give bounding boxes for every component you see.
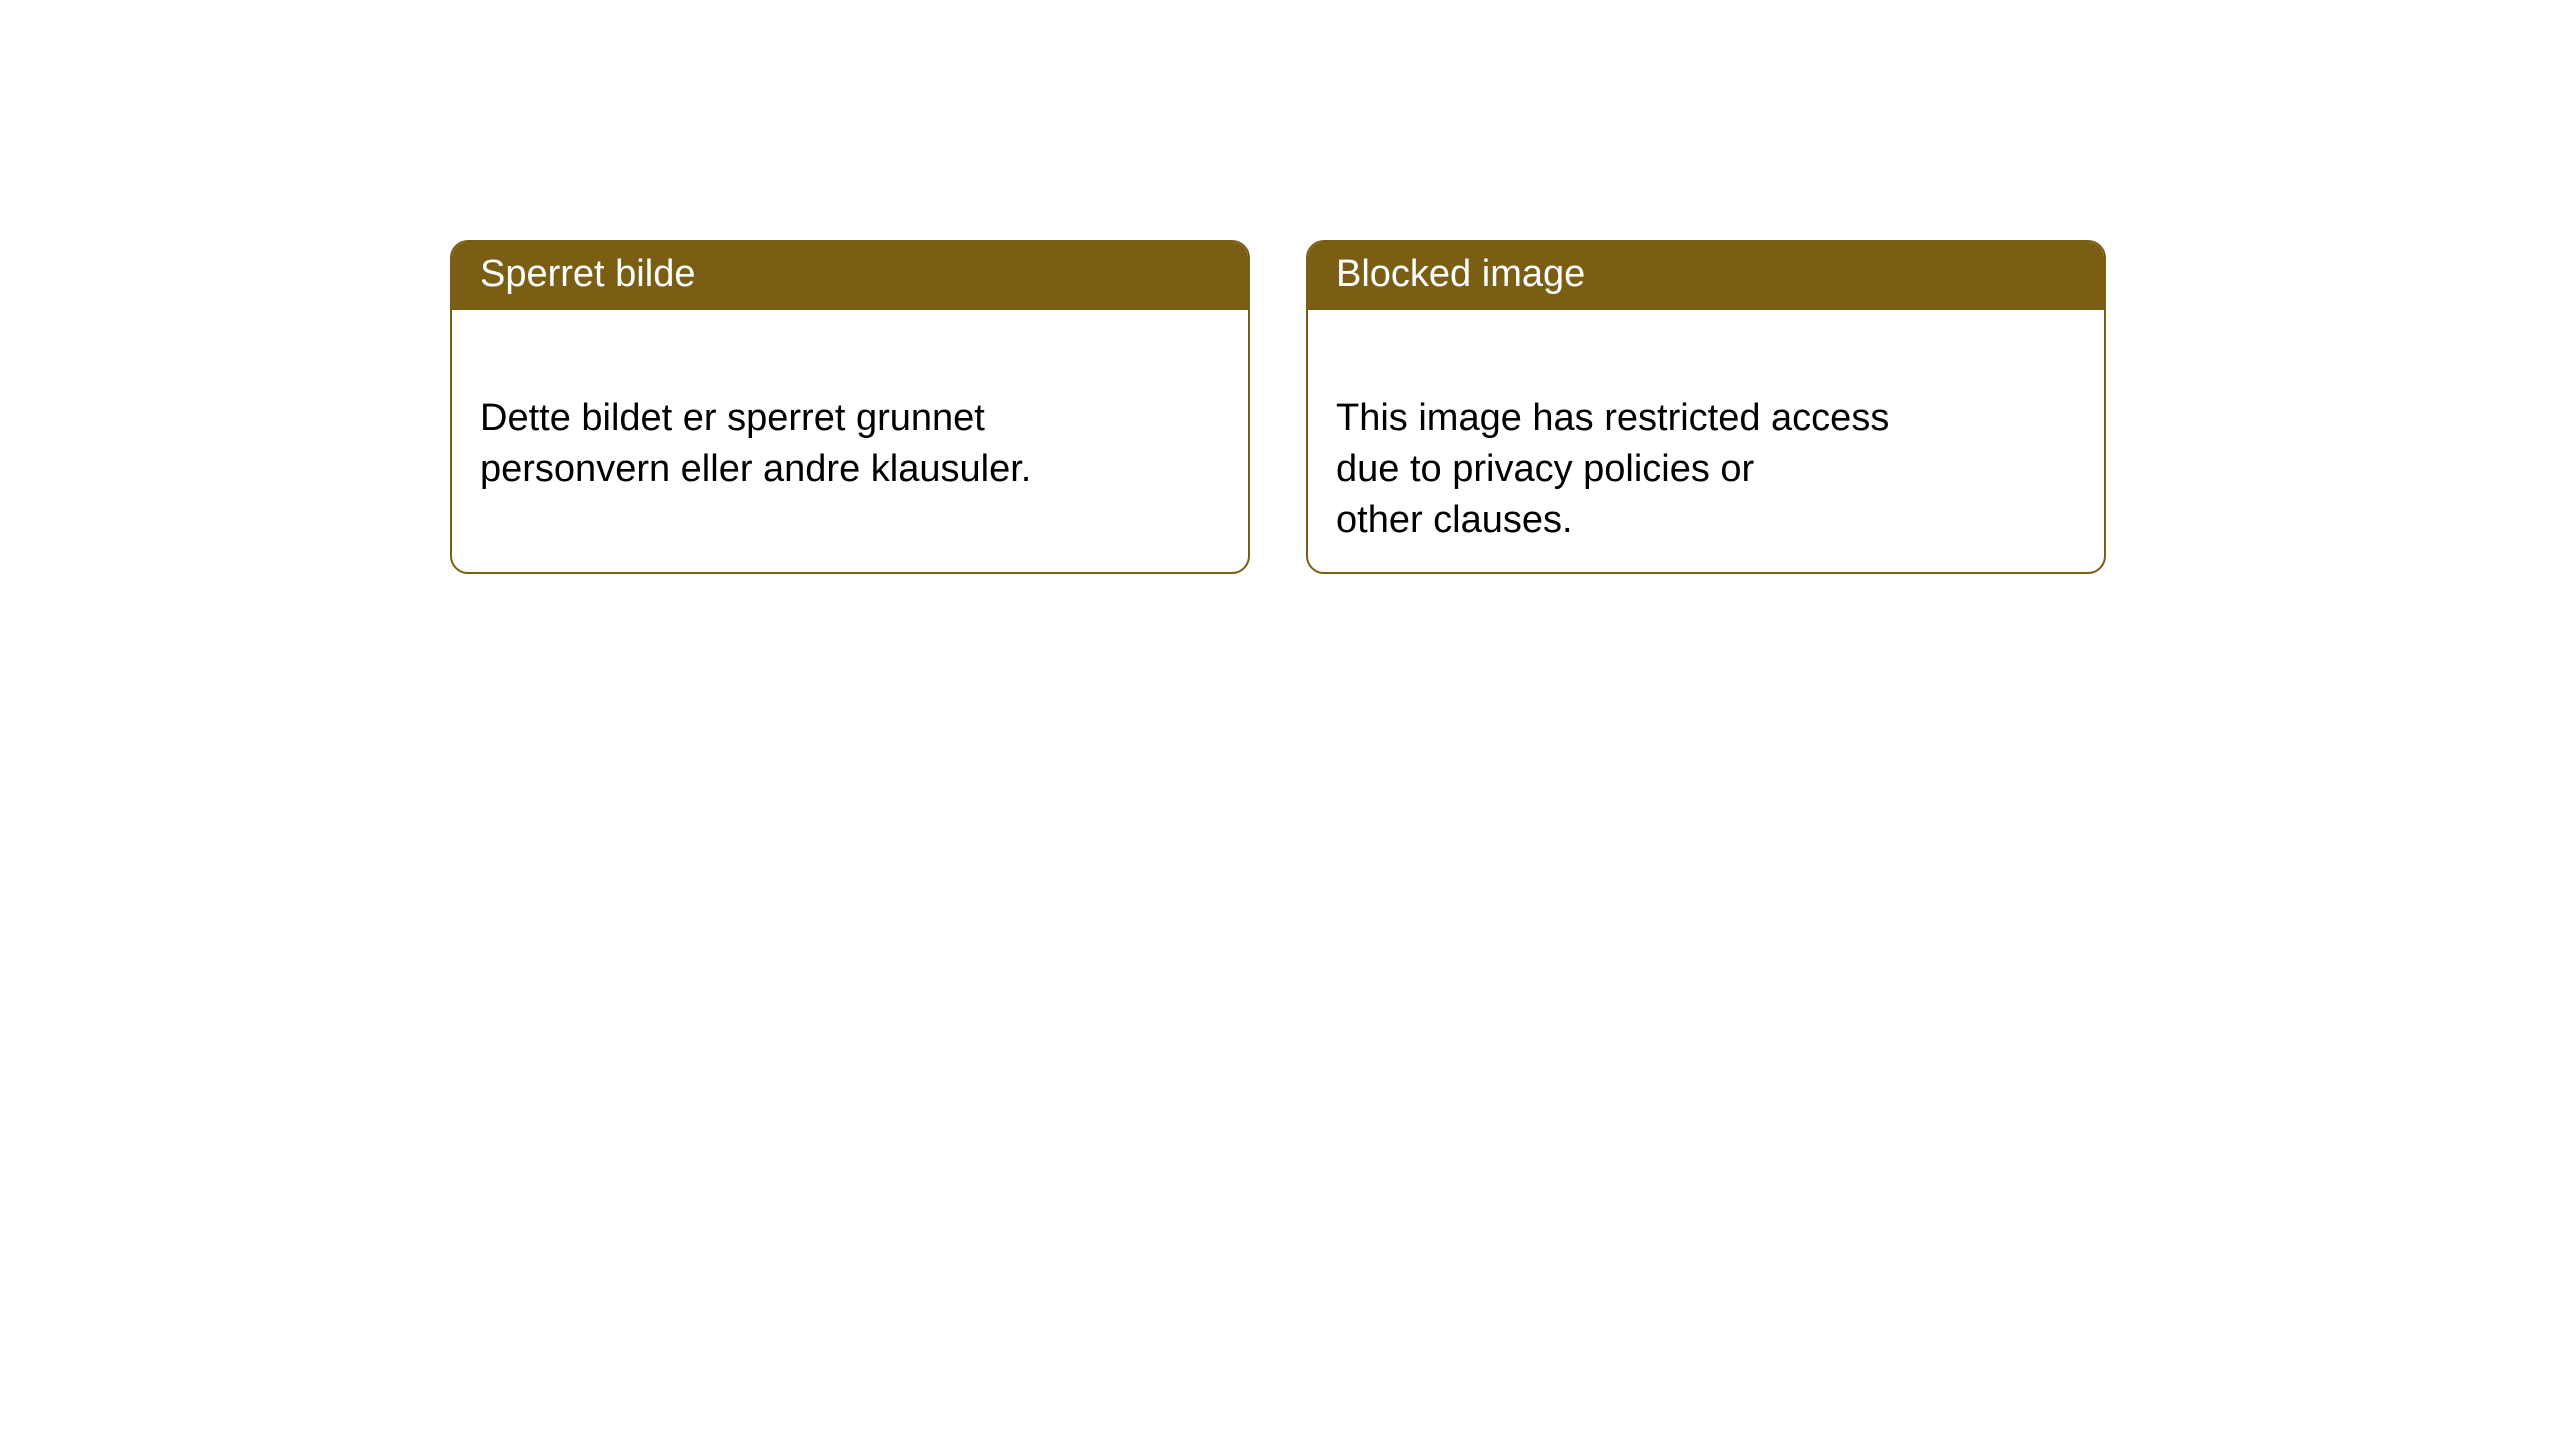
card-body-text-en: This image has restricted access due to … — [1336, 397, 1889, 542]
card-body-no: Dette bildet er sperret grunnet personve… — [452, 310, 1248, 528]
card-title-en: Blocked image — [1336, 253, 1585, 295]
cards-container: Sperret bilde Dette bildet er sperret gr… — [450, 240, 2106, 574]
card-body-en: This image has restricted access due to … — [1308, 310, 2104, 574]
blocked-image-card-en: Blocked image This image has restricted … — [1306, 240, 2106, 574]
card-body-text-no: Dette bildet er sperret grunnet personve… — [480, 397, 1031, 490]
card-header-no: Sperret bilde — [452, 242, 1248, 310]
card-header-en: Blocked image — [1308, 242, 2104, 310]
card-title-no: Sperret bilde — [480, 253, 695, 295]
blocked-image-card-no: Sperret bilde Dette bildet er sperret gr… — [450, 240, 1250, 574]
